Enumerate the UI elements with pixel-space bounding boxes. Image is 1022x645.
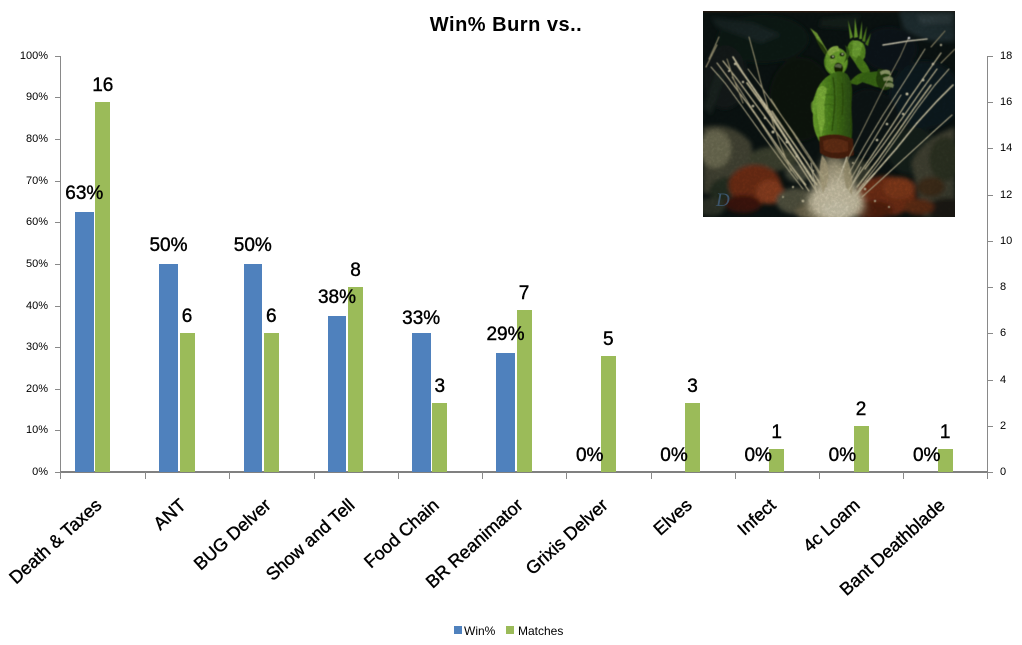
svg-text:D: D bbox=[715, 190, 730, 211]
